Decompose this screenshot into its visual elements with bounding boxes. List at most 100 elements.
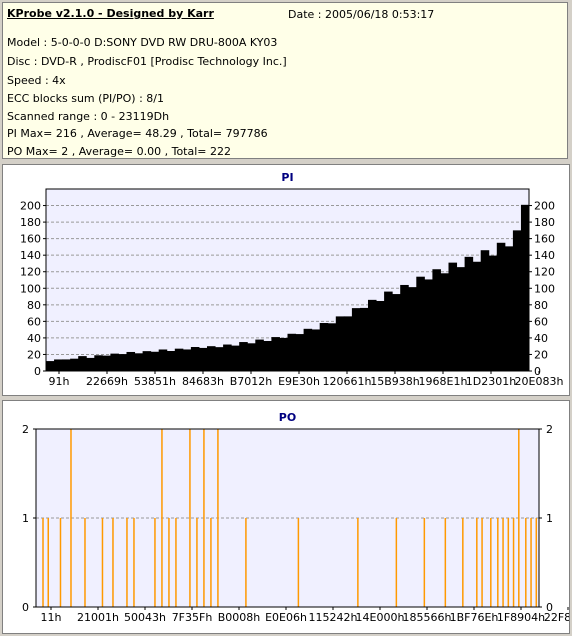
x-tick-label: 22669h [86,375,128,388]
x-tick-label: 15B938h [370,375,420,388]
x-tick-label: E9E30h [278,375,320,388]
y-tick-label-right: 120 [534,266,555,279]
x-tick-label: 53851h [134,375,176,388]
info-speed: Speed : 4x [7,74,66,87]
pi-bar [86,357,95,371]
info-scanned-range: Scanned range : 0 - 23119Dh [7,110,170,123]
x-tick-label: 185566h [403,611,452,624]
y-tick-label-right: 160 [534,233,555,246]
y-tick-label-right: 100 [534,282,555,295]
pi-bar [464,256,474,371]
pi-bar [198,347,208,371]
pi-bar [504,246,514,371]
y-tick-label: 20 [27,348,41,361]
plot-frame [45,188,530,372]
pi-bar [488,255,498,371]
pi-bar [142,351,152,371]
y-tick-label-right: 20 [534,348,548,361]
pi-bar [512,230,522,371]
x-tick-label: B7012h [230,375,273,388]
pi-bar [174,348,184,371]
pi-bar [376,300,385,371]
x-tick-label: 84683h [182,375,224,388]
info-ecc-sum: ECC blocks sum (PI/PO) : 8/1 [7,92,164,105]
pi-bar [70,358,79,371]
pi-bar [190,347,200,371]
y-tick-label: 120 [20,266,41,279]
y-tick-label-right: 2 [546,423,553,436]
y-tick-label: 0 [34,365,41,378]
y-tick-label-right: 60 [534,315,548,328]
pi-bar [440,273,449,371]
y-tick-label-right: 40 [534,332,548,345]
pi-bar [166,350,176,371]
pi-bar [311,329,321,371]
info-disc: Disc : DVD-R , ProdiscF01 [Prodisc Techn… [7,55,287,68]
pi-bar [319,323,329,371]
y-tick-label: 140 [20,249,41,262]
y-tick-label-right: 200 [534,200,555,213]
y-tick-label-right: 0 [546,601,553,614]
pi-bar [472,261,482,371]
app-title: KProbe v2.1.0 - Designed by Karr [7,7,214,20]
pi-bar [263,340,272,371]
y-tick-label-right: 1 [546,512,553,525]
info-panel: KProbe v2.1.0 - Designed by Karr Date : … [2,2,568,159]
pi-bar [343,316,353,371]
pi-bar [110,353,119,371]
pi-bar [231,345,240,371]
y-tick-label: 100 [20,282,41,295]
info-pi-stats: PI Max= 216 , Average= 48.29 , Total= 79… [7,127,268,140]
pi-bar [78,356,87,371]
x-tick-label: 91h [49,375,70,388]
y-tick-label: 180 [20,216,41,229]
y-tick-label: 160 [20,233,41,246]
y-tick-label: 40 [27,332,41,345]
pi-bar [126,351,136,371]
x-tick-label: 120661h [323,375,372,388]
pi-bar [150,351,160,371]
pi-bar [400,284,409,371]
pi-bar [432,269,441,371]
y-tick-label-right: 0 [534,365,541,378]
pi-bar [520,204,530,371]
x-tick-label: 21001h [77,611,119,624]
y-tick-label-right: 80 [534,299,548,312]
plot-frame [35,428,540,608]
x-tick-label: 22F840h [544,611,569,624]
pi-bar [287,333,297,371]
pi-bar [416,276,425,371]
y-tick-label: 80 [27,299,41,312]
pi-bar [239,342,248,371]
pi-bar [158,349,168,371]
pi-bar [303,328,313,371]
x-tick-label: 50043h [124,611,166,624]
pi-bar [392,294,401,371]
info-model: Model : 5-0-0-0 D:SONY DVD RW DRU-800A K… [7,36,278,49]
pi-bar [102,355,111,371]
pi-bar [46,361,55,371]
x-tick-label: B0008h [218,611,261,624]
pi-bar [408,287,417,371]
po-chart-panel: PO 0 0 1 1 2 2 11h 21001h 50043h 7F35Fh B0008h E0E06… [2,400,570,634]
pi-bar [424,279,433,371]
x-tick-label: 1968E1h [419,375,468,388]
po-chart: PO 0 0 1 1 2 2 11h 21001h 50043h 7F35Fh B0008h E0E06… [22,411,569,624]
pi-bar [359,307,369,371]
pi-bar [271,337,280,371]
pi-bar [480,250,490,371]
pi-bar [255,339,264,371]
y-tick-label: 60 [27,315,41,328]
pi-bar [223,344,232,371]
pi-chart-panel: PI 0 0 20 20 40 40 60 60 80 80 100 100 120 120 140 140 16… [2,164,570,396]
y-tick-label-right: 140 [534,249,555,262]
pi-bar [368,299,377,371]
pi-bar [335,316,345,371]
y-tick-label: 1 [22,512,29,525]
pi-bar [54,359,63,371]
x-tick-label: 1BF76Eh [450,611,499,624]
x-tick-label: 1F8904h [497,611,545,624]
pi-bar [62,359,71,371]
x-tick-label: 14E000h [356,611,405,624]
pi-bar [215,347,224,371]
